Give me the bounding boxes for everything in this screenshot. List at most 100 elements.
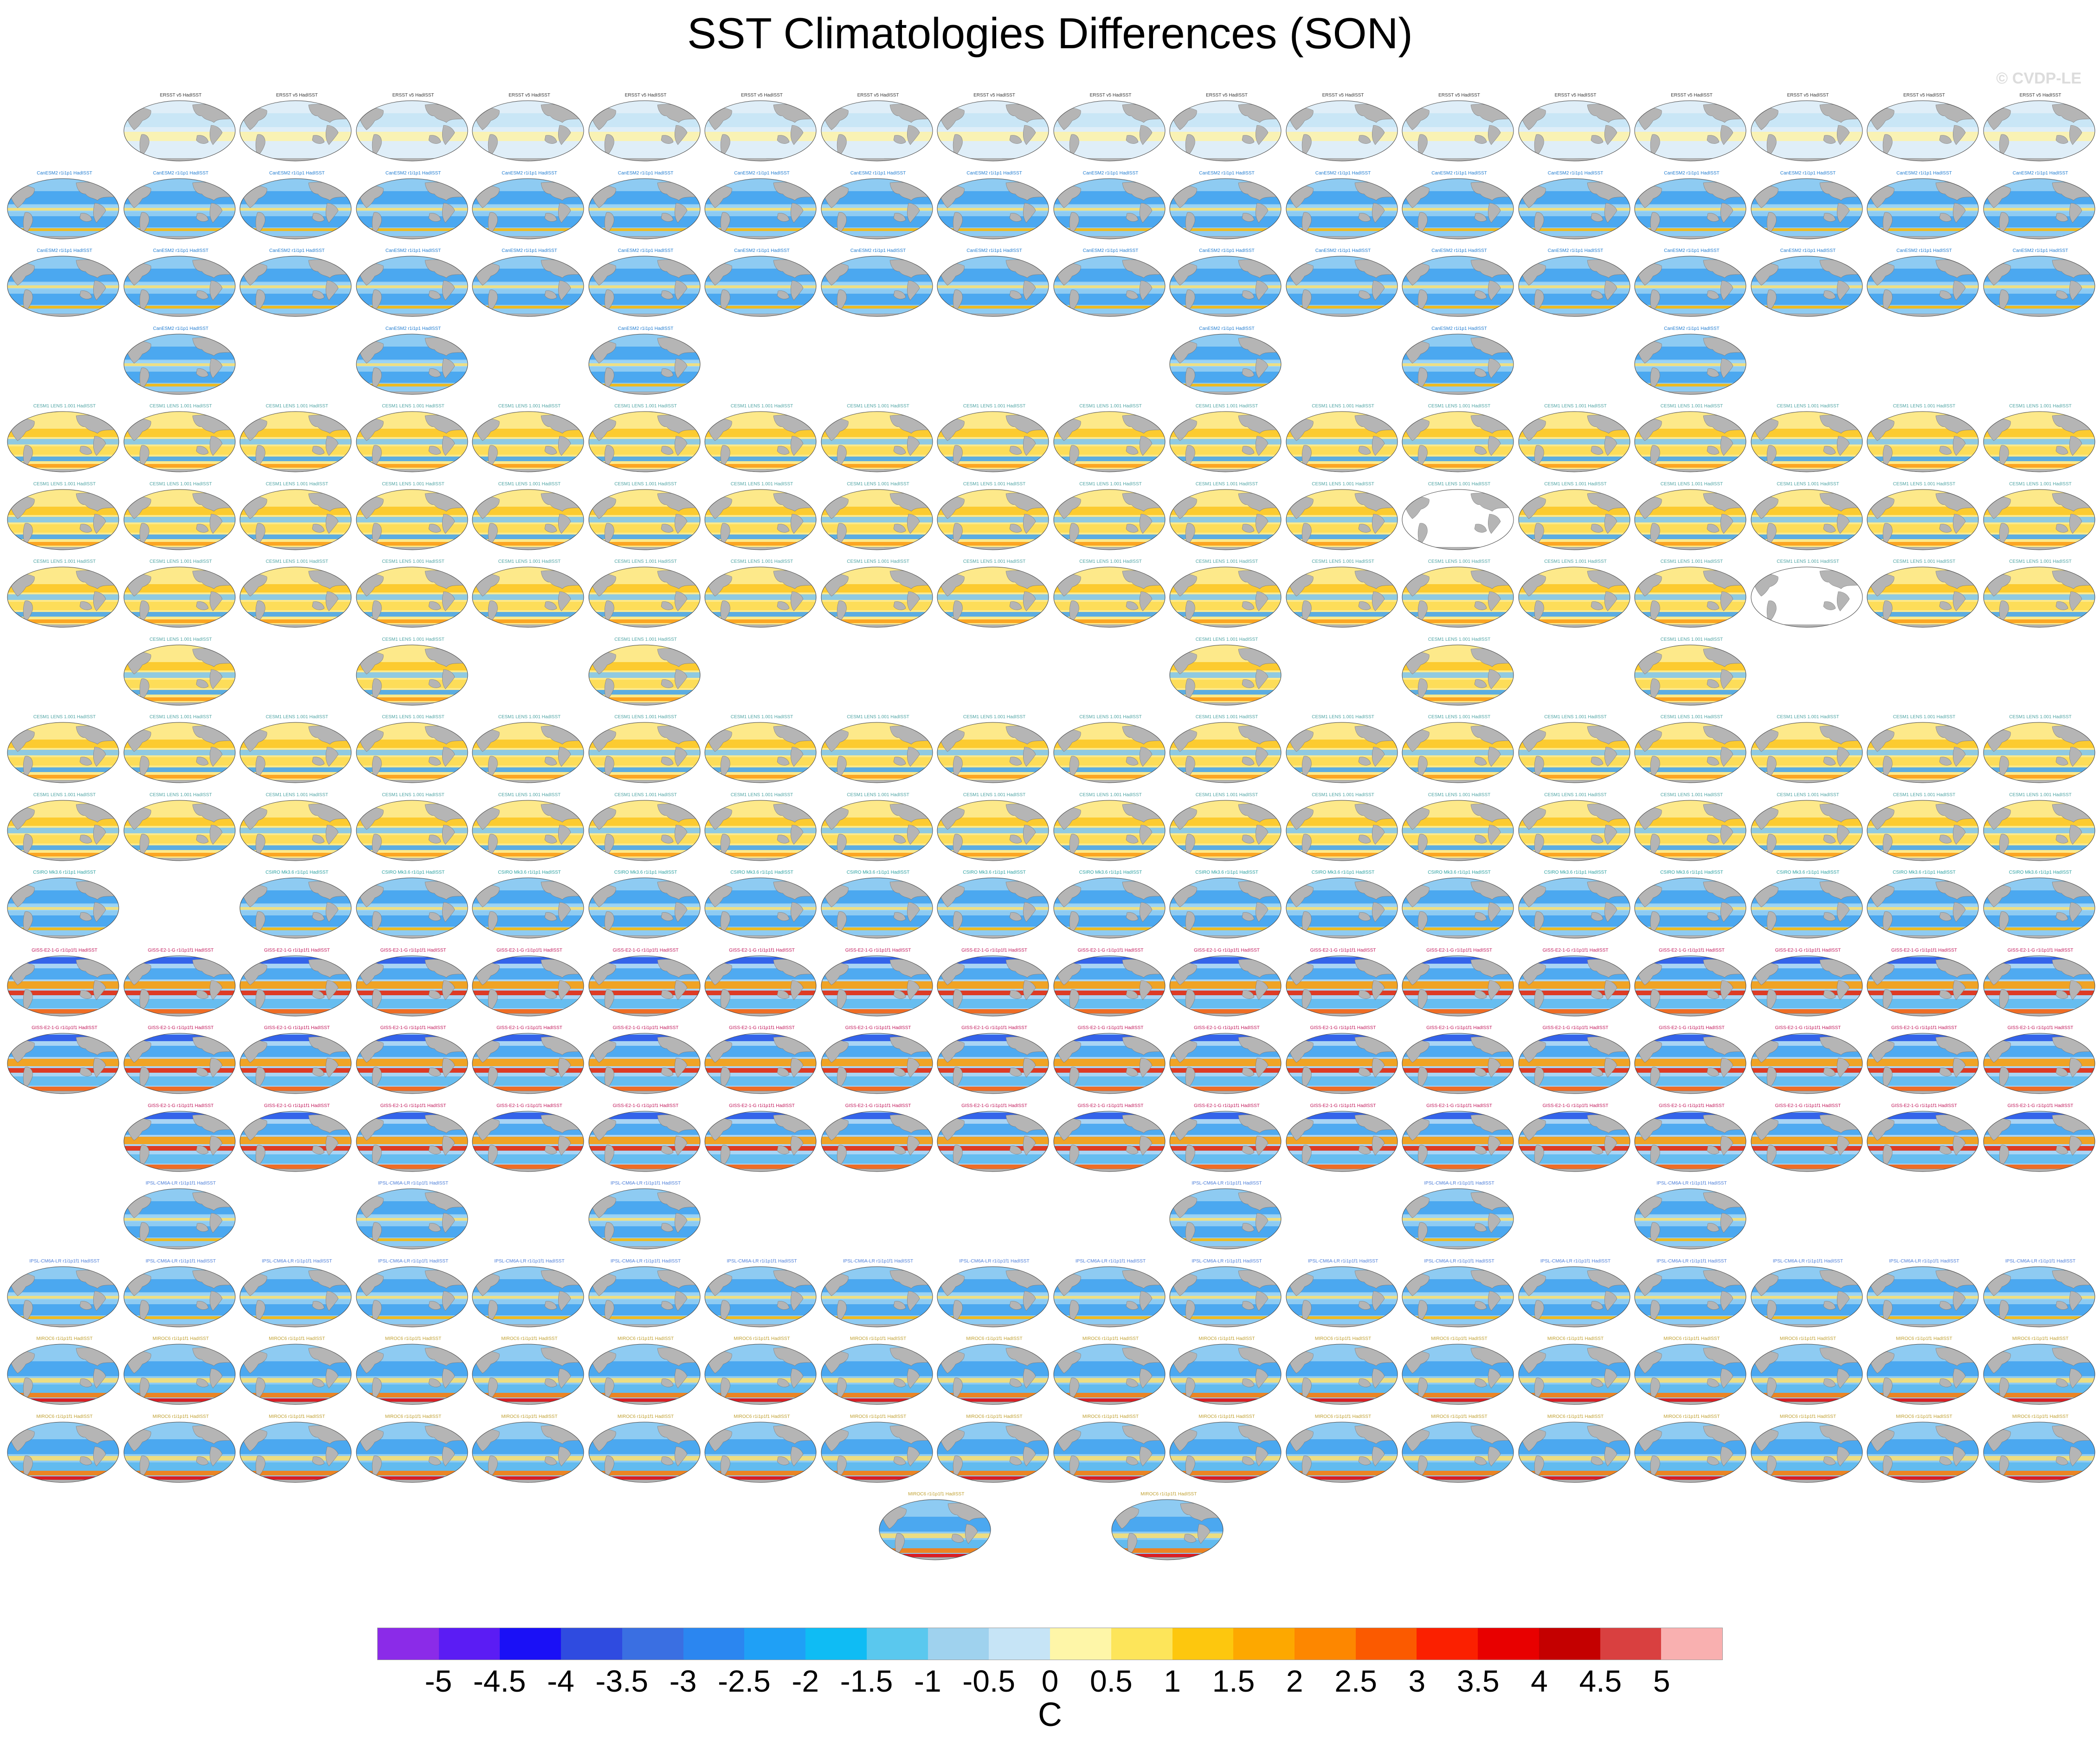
panel-title: CanESM2 r1i1p1 HadISST: [502, 170, 557, 176]
map-panel: CanESM2 r1i1p1 HadISST: [1750, 171, 1866, 249]
global-sst-map: [1867, 722, 1979, 783]
map-panel: CESM1 LENS 1.001 HadISST: [936, 715, 1052, 792]
panel-title: CESM1 LENS 1.001 HadISST: [847, 404, 909, 409]
global-sst-map: [1402, 100, 1514, 161]
map-panel: CanESM2 r1i1p1 HadISST: [239, 171, 355, 249]
panel-title: CESM1 LENS 1.001 HadISST: [33, 715, 96, 720]
panel-title: MIROC6 r1i1p1f1 HadISST: [1779, 1336, 1836, 1341]
map-panel: CESM1 LENS 1.001 HadISST: [1285, 404, 1401, 482]
panel-title: ERSST v5 HadISST: [276, 93, 318, 98]
panel-title: GISS-E2-1-G r1i1p1f1 HadISST: [729, 947, 795, 953]
panel-title: CESM1 LENS 1.001 HadISST: [265, 559, 329, 564]
global-sst-map: [1518, 411, 1630, 472]
panel-title: CSIRO Mk3.6 r1i1p1 HadISST: [1893, 870, 1956, 875]
map-panel: CESM1 LENS 1.001 HadISST: [1634, 559, 1750, 637]
map-panel: CESM1 LENS 1.001 HadISST: [936, 404, 1052, 482]
map-panel: MIROC6 r1i1p1f1 HadISST: [878, 1492, 994, 1570]
global-sst-map: [239, 1422, 352, 1482]
panel-title: MIROC6 r1i1p1f1 HadISST: [1431, 1414, 1488, 1419]
map-panel: IPSL-CM6A-LR r1i1p1f1 HadISST: [1750, 1259, 1866, 1337]
global-sst-map: [1169, 334, 1282, 394]
global-sst-map: [821, 877, 933, 939]
global-sst-map: [472, 722, 584, 783]
colorbar-swatch: [683, 1628, 745, 1660]
global-sst-map: [356, 1422, 468, 1482]
map-panel: CESM1 LENS 1.001 HadISST: [588, 482, 704, 560]
global-sst-map: [123, 644, 235, 705]
map-panel: CESM1 LENS 1.001 HadISST: [704, 792, 820, 870]
global-sst-map: [1634, 722, 1746, 783]
panel-title: CESM1 LENS 1.001 HadISST: [1195, 792, 1258, 798]
global-sst-map: [472, 1033, 584, 1094]
colorbar-tick-label: 4.5: [1579, 1664, 1622, 1698]
map-panel: MIROC6 r1i1p1f1 HadISST: [6, 1336, 122, 1414]
global-sst-map: [472, 955, 584, 1016]
map-panel: CESM1 LENS 1.001 HadISST: [239, 404, 355, 482]
panel-title: GISS-E2-1-G r1i1p1f1 HadISST: [1542, 1103, 1609, 1108]
map-panel: GISS-E2-1-G r1i1p1f1 HadISST: [1983, 948, 2099, 1026]
map-panel: MIROC6 r1i1p1f1 HadISST: [239, 1336, 355, 1414]
global-sst-map: [1169, 644, 1282, 705]
global-sst-map: [821, 567, 933, 628]
panel-title: ERSST v5 HadISST: [392, 93, 434, 98]
map-panel: CESM1 LENS 1.001 HadISST: [1634, 482, 1750, 560]
map-panel: ERSST v5 HadISST: [1169, 93, 1285, 171]
global-sst-map: [123, 1266, 235, 1327]
map-panel: IPSL-CM6A-LR r1i1p1f1 HadISST: [588, 1181, 704, 1259]
map-panel: CESM1 LENS 1.001 HadISST: [123, 404, 239, 482]
global-sst-map: [472, 178, 584, 239]
panel-title: CESM1 LENS 1.001 HadISST: [963, 404, 1026, 409]
map-panel: ERSST v5 HadISST: [820, 93, 936, 171]
colorbar-swatch: [805, 1628, 867, 1660]
map-panel: IPSL-CM6A-LR r1i1p1f1 HadISST: [1169, 1181, 1285, 1259]
colorbar-swatch: [378, 1628, 439, 1660]
panel-title: CESM1 LENS 1.001 HadISST: [1312, 715, 1374, 720]
panel-title: CESM1 LENS 1.001 HadISST: [1312, 404, 1374, 409]
map-panel: CanESM2 r1i1p1 HadISST: [1634, 248, 1750, 326]
panel-title: CanESM2 r1i1p1 HadISST: [1082, 170, 1139, 176]
global-sst-map: [472, 1344, 584, 1405]
map-panel: IPSL-CM6A-LR r1i1p1f1 HadISST: [588, 1259, 704, 1337]
global-sst-map: [1634, 100, 1746, 161]
panel-title: CESM1 LENS 1.001 HadISST: [1079, 559, 1142, 564]
panel-title: MIROC6 r1i1p1f1 HadISST: [734, 1414, 790, 1419]
global-sst-map: [239, 567, 352, 628]
panel-title: CESM1 LENS 1.001 HadISST: [730, 792, 793, 798]
panel-title: CESM1 LENS 1.001 HadISST: [1312, 792, 1374, 798]
global-sst-map: [1983, 800, 2095, 861]
panel-title: CESM1 LENS 1.001 HadISST: [1079, 715, 1142, 720]
map-panel: CESM1 LENS 1.001 HadISST: [588, 637, 704, 715]
panel-title: GISS-E2-1-G r1i1p1f1 HadISST: [729, 1103, 795, 1108]
global-sst-map: [937, 722, 1049, 783]
map-panel: GISS-E2-1-G r1i1p1f1 HadISST: [588, 948, 704, 1026]
colorbar-tick-label: 0: [1041, 1664, 1059, 1698]
panel-title: GISS-E2-1-G r1i1p1f1 HadISST: [612, 947, 679, 953]
panel-title: CESM1 LENS 1.001 HadISST: [265, 481, 329, 487]
map-panel: CESM1 LENS 1.001 HadISST: [1634, 637, 1750, 715]
global-sst-map: [821, 411, 933, 472]
global-sst-map: [588, 955, 700, 1016]
global-sst-map: [472, 567, 584, 628]
panel-title: CESM1 LENS 1.001 HadISST: [730, 404, 793, 409]
global-sst-map: [937, 411, 1049, 472]
panel-title: GISS-E2-1-G r1i1p1f1 HadISST: [1077, 1025, 1144, 1030]
panel-title: CESM1 LENS 1.001 HadISST: [1312, 559, 1374, 564]
global-sst-map: [1634, 1111, 1746, 1172]
panel-title: MIROC6 r1i1p1f1 HadISST: [617, 1414, 674, 1419]
map-panel: MIROC6 r1i1p1f1 HadISST: [1401, 1414, 1517, 1492]
map-panel: GISS-E2-1-G r1i1p1f1 HadISST: [1866, 1025, 1982, 1103]
panel-title: CESM1 LENS 1.001 HadISST: [1428, 715, 1491, 720]
panel-title: GISS-E2-1-G r1i1p1f1 HadISST: [1542, 947, 1609, 953]
map-panel: GISS-E2-1-G r1i1p1f1 HadISST: [239, 1103, 355, 1181]
panel-title: GISS-E2-1-G r1i1p1f1 HadISST: [729, 1025, 795, 1030]
panel-title: CanESM2 r1i1p1 HadISST: [1199, 326, 1255, 331]
panel-title: CESM1 LENS 1.001 HadISST: [847, 559, 909, 564]
panel-title: CSIRO Mk3.6 r1i1p1 HadISST: [1311, 870, 1375, 875]
panel-title: GISS-E2-1-G r1i1p1f1 HadISST: [496, 947, 562, 953]
panel-title: MIROC6 r1i1p1f1 HadISST: [734, 1336, 790, 1341]
map-panel: CESM1 LENS 1.001 HadISST: [6, 404, 122, 482]
panel-title: CanESM2 r1i1p1 HadISST: [1431, 326, 1487, 331]
panel-title: IPSL-CM6A-LR r1i1p1f1 HadISST: [1540, 1258, 1611, 1264]
global-sst-map: [239, 955, 352, 1016]
panel-title: MIROC6 r1i1p1f1 HadISST: [36, 1336, 93, 1341]
